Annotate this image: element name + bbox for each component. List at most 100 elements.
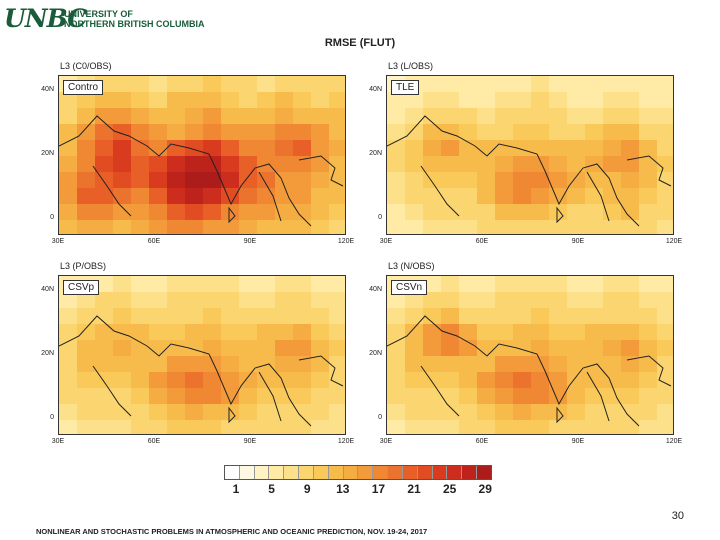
heatmap-cell: [495, 372, 514, 389]
heatmap-cell: [513, 220, 532, 234]
heatmap-cell: [239, 324, 258, 341]
heatmap-cell: [203, 76, 222, 93]
heatmap-cell: [531, 356, 550, 373]
heatmap-cell: [549, 172, 568, 189]
heatmap-cell: [311, 156, 330, 173]
heatmap-cell: [531, 124, 550, 141]
heatmap-cell: [149, 420, 168, 434]
heatmap-cell: [459, 340, 478, 357]
heatmap-svg: [59, 76, 345, 234]
heatmap-cell: [131, 220, 150, 234]
heatmap-cell: [657, 76, 673, 93]
heatmap-cell: [239, 172, 258, 189]
heatmap-cell: [441, 92, 460, 109]
x-tick-label: 90E: [243, 438, 257, 445]
heatmap-cell: [239, 372, 258, 389]
heatmap-cell: [495, 356, 514, 373]
heatmap-cell: [131, 204, 150, 221]
heatmap-cell: [549, 372, 568, 389]
heatmap-cell: [423, 204, 442, 221]
heatmap-cell: [77, 356, 96, 373]
heatmap-cell: [603, 356, 622, 373]
heatmap-cell: [441, 292, 460, 309]
heatmap-cell: [203, 124, 222, 141]
heatmap-cell: [239, 356, 258, 373]
heatmap-cell: [59, 188, 78, 205]
heatmap-cell: [639, 276, 658, 293]
heatmap-cell: [131, 276, 150, 293]
heatmap-cell: [621, 188, 640, 205]
heatmap-cell: [239, 388, 258, 405]
heatmap-cell: [95, 356, 114, 373]
heatmap-cell: [113, 372, 132, 389]
heatmap-cell: [621, 220, 640, 234]
heatmap-cell: [639, 372, 658, 389]
heatmap-cell: [477, 188, 496, 205]
heatmap-cell: [405, 372, 424, 389]
heatmap-cell: [131, 356, 150, 373]
colorbar-swatch: [432, 466, 448, 479]
heatmap-cell: [221, 108, 240, 125]
heatmap-cell: [167, 372, 186, 389]
heatmap-cell: [257, 308, 276, 325]
heatmap-cell: [513, 172, 532, 189]
heatmap-cell: [77, 388, 96, 405]
heatmap-cell: [167, 140, 186, 157]
x-tick-label: 120E: [665, 238, 683, 245]
heatmap-cell: [221, 372, 240, 389]
heatmap-cell: [639, 404, 658, 421]
heatmap-cell: [185, 276, 204, 293]
heatmap-cell: [495, 108, 514, 125]
heatmap-cell: [293, 420, 312, 434]
heatmap-cell: [603, 188, 622, 205]
heatmap-cell: [531, 76, 550, 93]
heatmap-cell: [329, 220, 345, 234]
heatmap-cell: [387, 388, 406, 405]
heatmap-cell: [405, 308, 424, 325]
heatmap-cell: [293, 308, 312, 325]
heatmap-cell: [567, 156, 586, 173]
heatmap-cell: [405, 188, 424, 205]
heatmap-cell: [513, 108, 532, 125]
heatmap-cell: [585, 308, 604, 325]
page-number: 30: [671, 510, 684, 522]
heatmap-cell: [59, 124, 78, 141]
footer-text: NONLINEAR AND STOCHASTIC PROBLEMS IN ATM…: [36, 527, 428, 536]
heatmap-cell: [531, 108, 550, 125]
heatmap-cell: [149, 92, 168, 109]
heatmap-cell: [459, 92, 478, 109]
colorbar-swatch: [239, 466, 255, 479]
heatmap-cell: [531, 372, 550, 389]
heatmap-cell: [59, 372, 78, 389]
heatmap-cell: [513, 308, 532, 325]
heatmap-cell: [405, 388, 424, 405]
heatmap-cell: [329, 108, 345, 125]
heatmap-cell: [657, 92, 673, 109]
heatmap-cell: [387, 156, 406, 173]
heatmap-cell: [387, 404, 406, 421]
heatmap-cell: [113, 420, 132, 434]
heatmap-cell: [113, 204, 132, 221]
heatmap-cell: [203, 276, 222, 293]
heatmap-cell: [113, 92, 132, 109]
heatmap-cell: [185, 76, 204, 93]
heatmap-cell: [405, 124, 424, 141]
heatmap-cell: [531, 220, 550, 234]
heatmap-cell: [567, 356, 586, 373]
heatmap-cell: [131, 340, 150, 357]
heatmap-cell: [603, 324, 622, 341]
heatmap-cell: [221, 340, 240, 357]
logo-line-2: NORTHERN BRITISH COLUMBIA: [64, 19, 205, 29]
heatmap-cell: [405, 324, 424, 341]
heatmap-cell: [585, 404, 604, 421]
heatmap-cell: [239, 204, 258, 221]
heatmap-cell: [567, 76, 586, 93]
heatmap-cell: [639, 188, 658, 205]
heatmap-cell: [329, 124, 345, 141]
heatmap-cell: [603, 388, 622, 405]
heatmap-cell: [567, 420, 586, 434]
logo-mark: UNBC: [4, 4, 87, 33]
heatmap-cell: [185, 140, 204, 157]
heatmap-cell: [95, 172, 114, 189]
heatmap-cell: [95, 124, 114, 141]
